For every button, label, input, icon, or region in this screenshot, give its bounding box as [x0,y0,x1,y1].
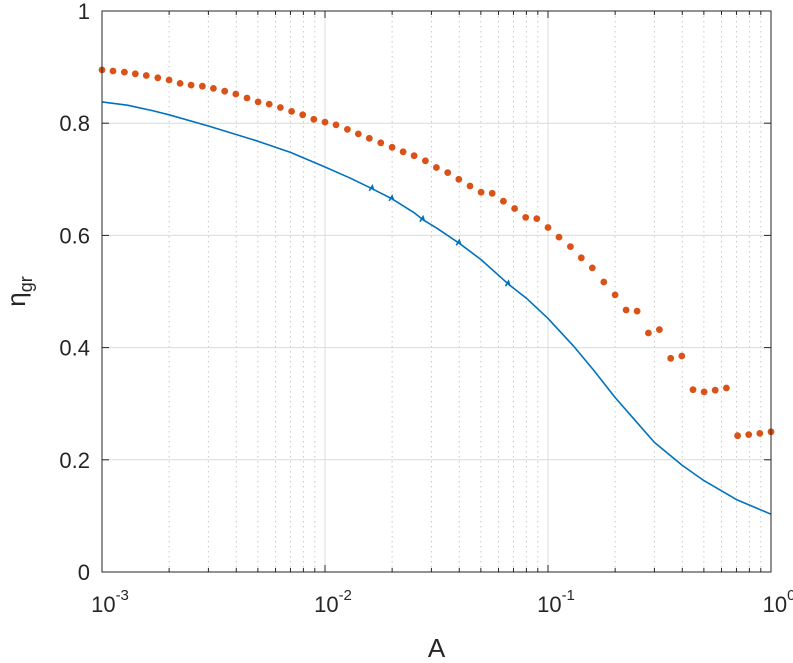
data-point [689,386,697,394]
data-point [199,82,206,90]
y-tick-label: 0.8 [59,111,90,136]
data-point [567,243,574,251]
data-point [488,189,496,197]
y-tick-label: 0.2 [59,448,90,473]
data-point [466,182,474,190]
data-point [154,74,162,82]
data-point [600,278,608,286]
x-tick-label: 10-3 [91,587,129,617]
x-tick-base: 10 [91,592,115,617]
data-point [410,152,418,160]
data-point [365,134,373,142]
data-point [142,72,150,79]
data-point [734,432,741,440]
data-point [678,352,686,360]
series-layer [98,66,775,515]
data-point [243,94,251,102]
plot-frame [101,10,772,573]
data-point [588,264,596,272]
data-point [656,326,663,333]
data-point [422,157,429,165]
data-point [577,254,585,262]
x-tick-exponent: -2 [339,587,352,604]
data-point [700,388,708,396]
y-tick-label: 1 [78,0,90,24]
y-axis-label: ηgr [1,276,36,306]
data-point [344,125,351,133]
data-point [165,76,173,84]
x-tick-base: 10 [763,592,787,617]
data-point [388,143,396,151]
y-axis-label-base: η [1,292,31,306]
data-point [187,81,195,89]
series-line-glitch [419,214,426,223]
y-tick-label: 0.4 [59,336,90,361]
grid [102,11,771,572]
data-point [399,148,407,156]
plot-area [102,11,771,572]
data-point [667,354,675,362]
data-point [354,130,362,138]
data-point [277,104,284,111]
series-line-glitch [388,193,395,202]
data-point [433,164,440,171]
data-point [221,87,229,95]
x-axis-label: A [428,633,446,663]
data-point [232,90,240,98]
data-point [176,80,184,87]
data-point [299,111,307,119]
x-tick-label: 10-1 [537,587,575,617]
data-point [633,307,641,315]
data-point [377,139,385,147]
data-point [544,224,552,231]
data-point [511,205,518,212]
data-point [711,386,719,394]
data-point [321,118,329,126]
data-point [645,329,652,337]
data-point [455,175,463,183]
data-point [533,215,541,223]
series-line-glitch [368,183,375,192]
data-point [109,67,117,75]
data-point [522,214,530,221]
y-axis-label-subscript: gr [16,276,36,292]
data-point [745,431,753,438]
x-tick-label: 100 [763,587,793,617]
x-tick-label: 10-2 [314,587,352,617]
data-point [210,85,217,92]
data-point [131,70,139,78]
data-point [500,197,507,205]
data-point [555,233,563,241]
x-tick-exponent: -3 [116,587,129,604]
data-point [288,108,295,115]
series-line-glitch [455,238,462,246]
x-tick-base: 10 [537,592,561,617]
data-point [611,291,619,299]
series-line [101,101,772,515]
data-point [756,430,764,437]
x-tick-exponent: -1 [562,587,575,604]
y-tick-label: 0.6 [59,223,90,248]
data-point [332,121,340,129]
data-point [121,68,128,76]
data-point [310,115,318,123]
x-tick-base: 10 [314,592,338,617]
series-line-glitch [504,279,511,287]
x-tick-exponent: 0 [787,587,793,604]
data-point [723,384,730,392]
data-point [477,188,485,196]
data-point [254,98,262,106]
data-point [265,100,273,108]
data-point [444,169,452,177]
y-tick-label: 0 [78,560,90,585]
data-point [622,306,630,314]
